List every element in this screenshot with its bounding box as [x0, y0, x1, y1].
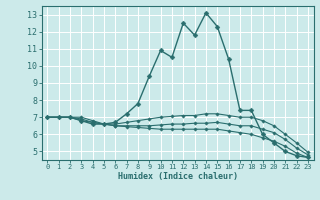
X-axis label: Humidex (Indice chaleur): Humidex (Indice chaleur) [118, 172, 237, 181]
